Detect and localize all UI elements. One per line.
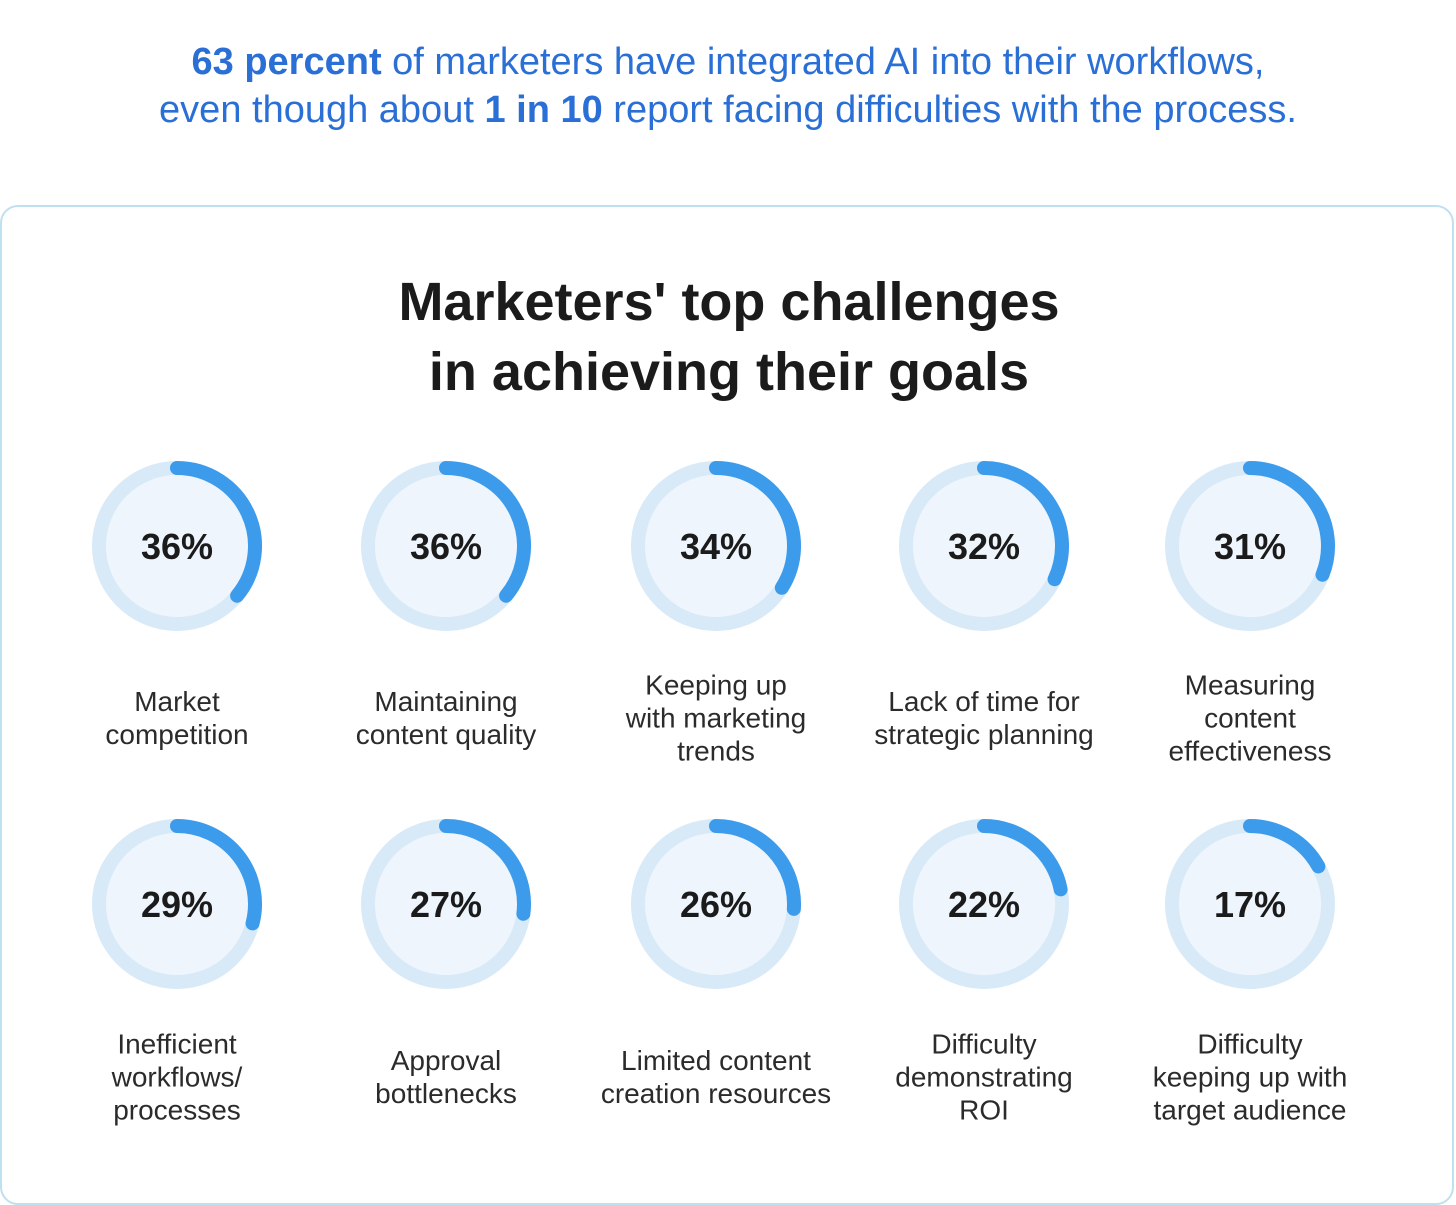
challenge-label: Limited content creation resources <box>600 1045 832 1109</box>
chart-title-line-2: in achieving their goals <box>428 342 1030 402</box>
challenge-label: Keeping up with marketing trends <box>625 669 807 767</box>
challenge-label: Difficulty demonstrating ROI <box>895 1028 1073 1126</box>
challenge-label: Approval bottlenecks <box>375 1045 517 1109</box>
challenge-label: Market competition <box>105 686 249 750</box>
headline-line-2-start: even though about <box>159 89 485 131</box>
chart-title-line-1: Marketers' top challenges <box>398 272 1060 332</box>
headline-line-1-text: of marketers have integrated AI into the… <box>381 41 1265 83</box>
headline: 63 percent of marketers have integrated … <box>0 38 1456 134</box>
challenge-label: Lack of time for strategic planning <box>874 686 1094 750</box>
challenge-label: Inefficient workflows/ processes <box>111 1028 243 1126</box>
chart-title: Marketers' top challenges in achieving t… <box>2 267 1456 407</box>
headline-line-1: 63 percent of marketers have integrated … <box>0 38 1456 86</box>
headline-stat-63-percent: 63 percent <box>191 41 382 83</box>
challenge-label: Difficulty keeping up with target audien… <box>1152 1028 1348 1126</box>
headline-line-2: even though about 1 in 10 report facing … <box>0 86 1456 134</box>
challenge-label: Measuring content effectiveness <box>1168 669 1332 767</box>
challenges-card: Marketers' top challenges in achieving t… <box>0 205 1454 1205</box>
challenge-label: Maintaining content quality <box>355 686 537 750</box>
headline-stat-1-in-10: 1 in 10 <box>484 89 603 131</box>
headline-line-2-end: report facing difficulties with the proc… <box>602 89 1297 131</box>
